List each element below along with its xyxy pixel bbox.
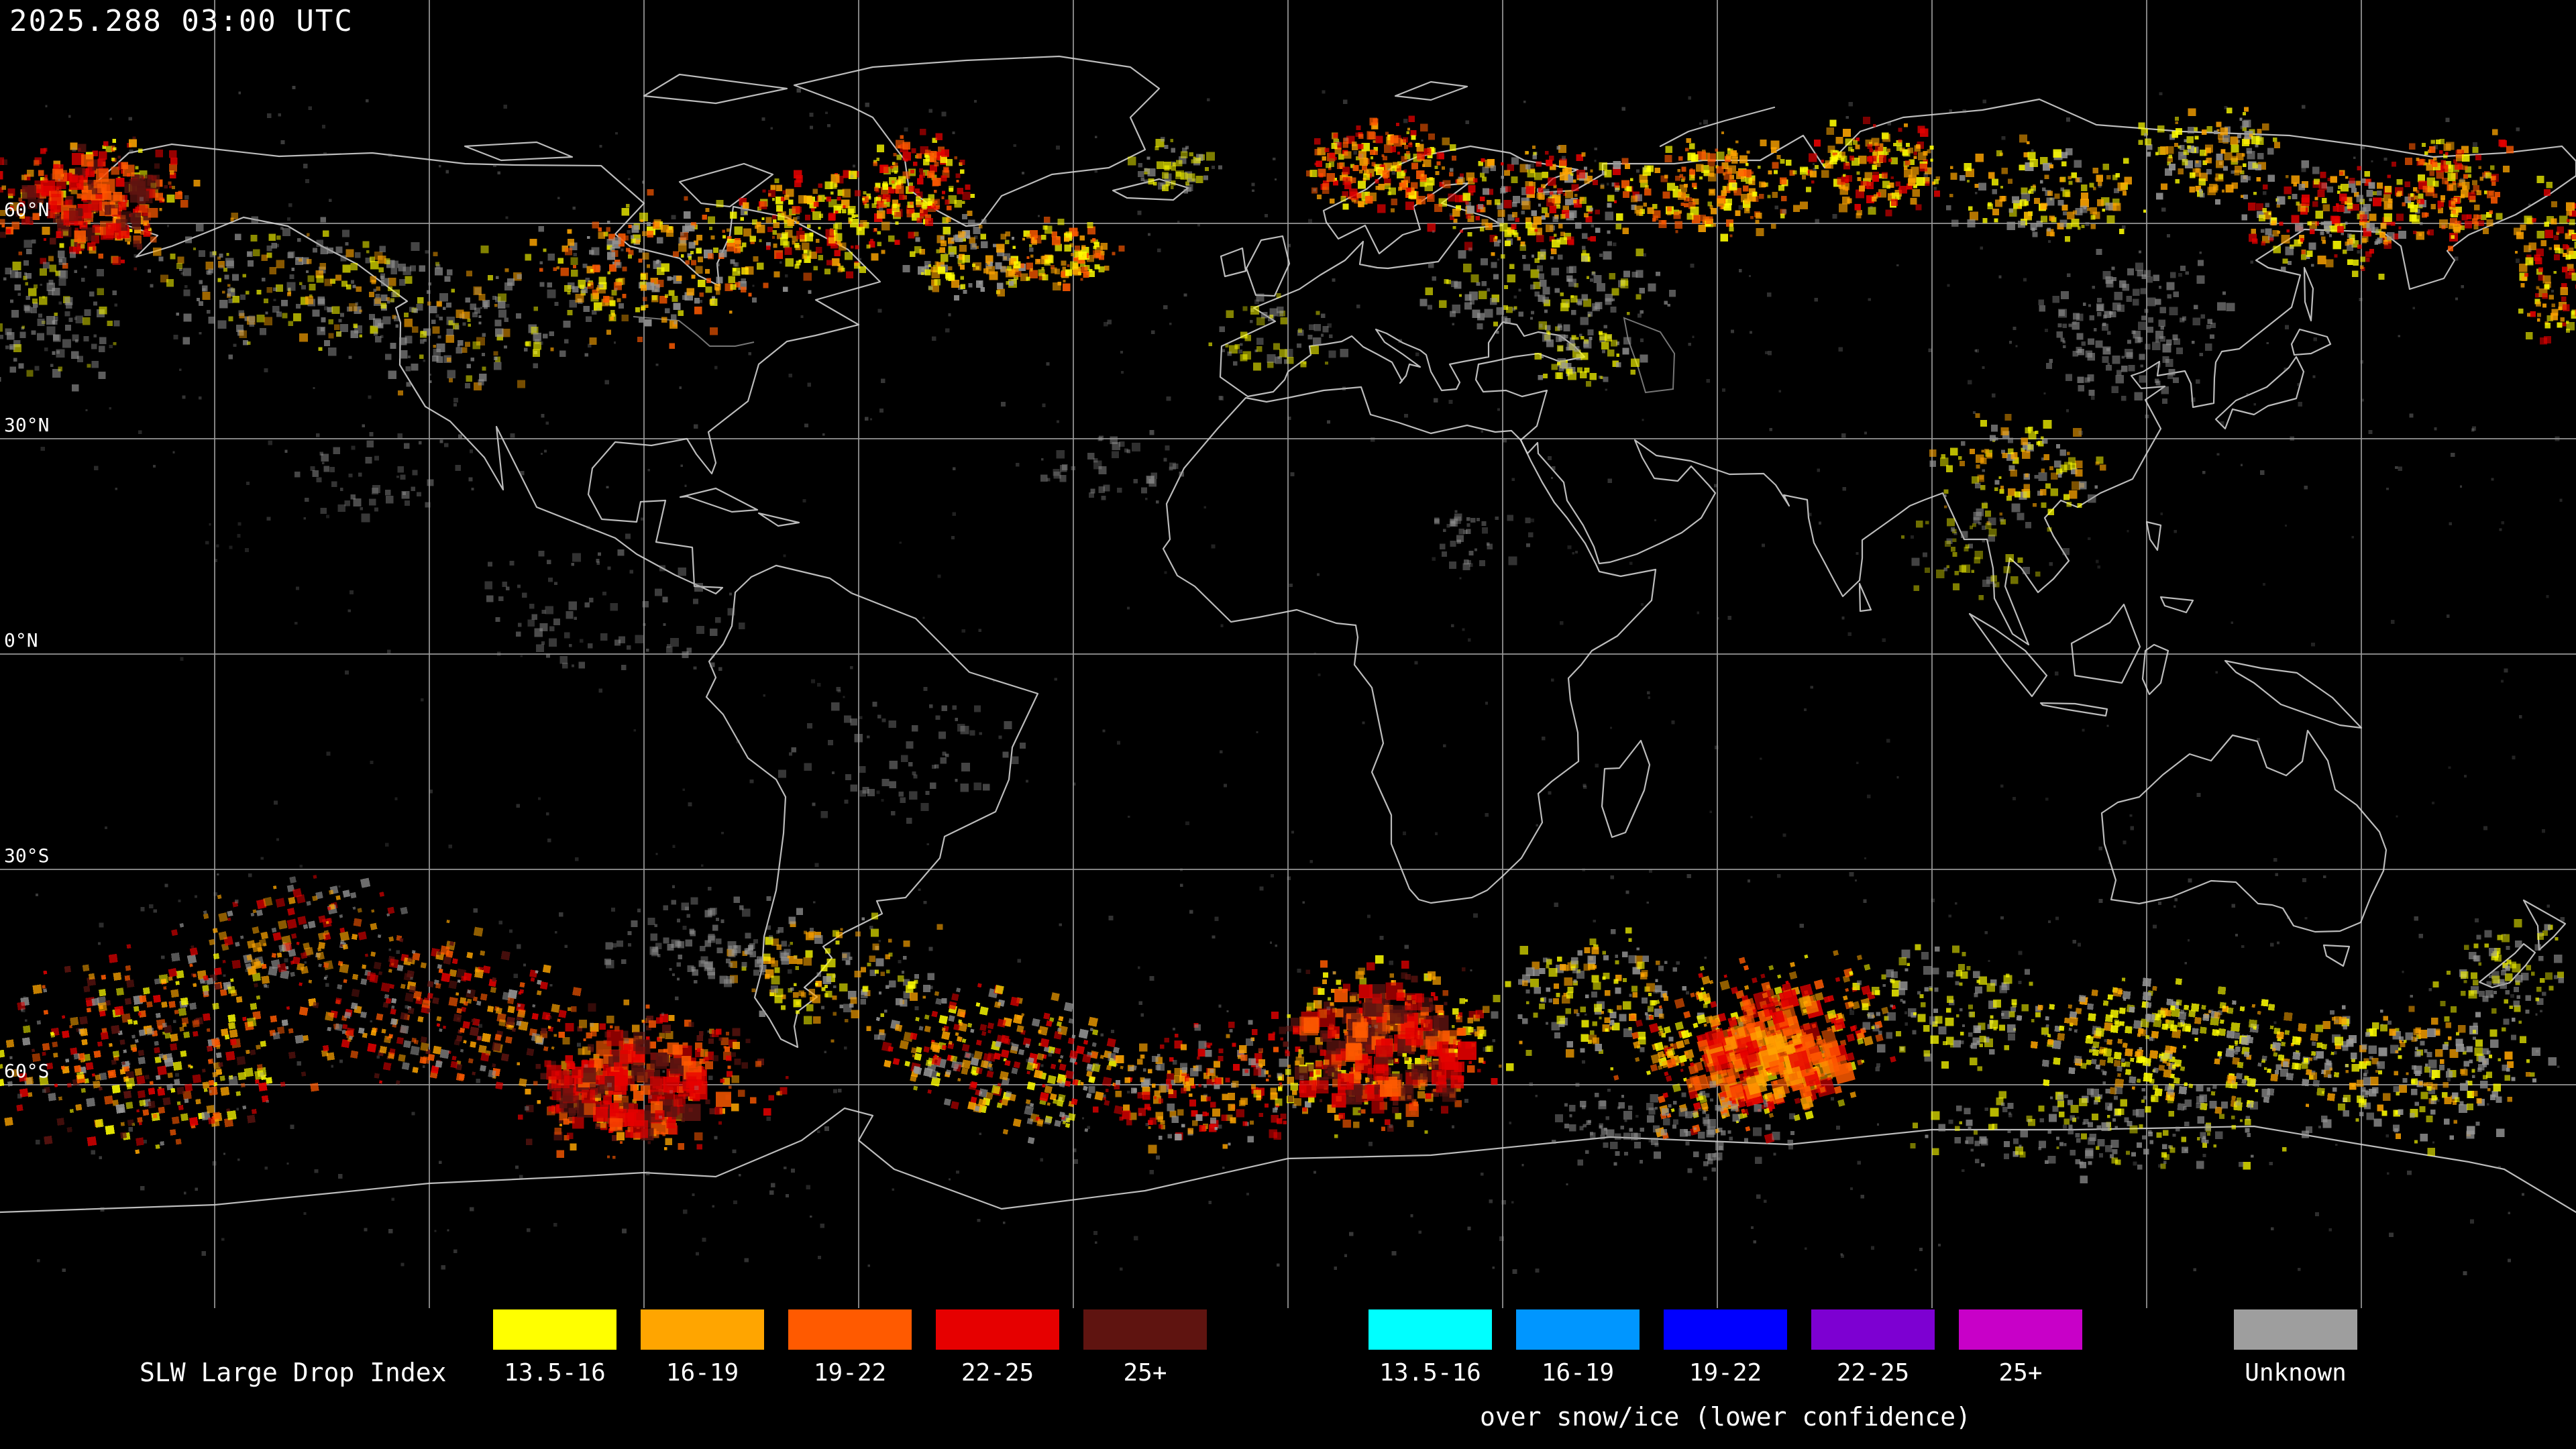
legend-snowice-item-1-swatch [1516, 1309, 1640, 1350]
coastline-antarctica [0, 1107, 2576, 1214]
coastline-madagascar [1601, 739, 1651, 839]
legend-unknown-item: Unknown [2234, 1309, 2357, 1387]
legend-standard-item-2: 19-22 [788, 1309, 912, 1387]
legend-standard-item-1: 16-19 [641, 1309, 764, 1387]
coastline-africa [1162, 386, 1657, 904]
lat-label-60n: 60°N [4, 199, 49, 221]
legend-unknown-item-swatch [2234, 1309, 2357, 1350]
coastline-cuba [679, 487, 759, 513]
coastline-borneo [2070, 603, 2141, 684]
legend-standard-item-2-swatch [788, 1309, 912, 1350]
legend-snowice-item-3: 22-25 [1811, 1309, 1935, 1387]
legend-snowice-item-3-label: 22-25 [1836, 1359, 1910, 1387]
coastline-luzon [2145, 521, 2162, 551]
coastline-new-zealand-north [2522, 899, 2567, 951]
legend-group-unknown: Unknown [2234, 1309, 2357, 1387]
legend-snowice-item-2-label: 19-22 [1688, 1359, 1762, 1387]
legend-standard-item-4-swatch [1083, 1309, 1207, 1350]
legend-snowice-item-3-swatch [1811, 1309, 1935, 1350]
legend-standard-item-4-label: 25+ [1123, 1359, 1167, 1387]
legend-snowice-item-4: 25+ [1959, 1309, 2082, 1387]
coastlines [0, 55, 2576, 1214]
legend-standard-item-0-swatch [493, 1309, 616, 1350]
coastline-great-lakes [633, 316, 755, 347]
coastline-sakhalin [2303, 266, 2314, 322]
legend-standard-item-1-swatch [641, 1309, 764, 1350]
legend-standard-item-3-swatch [936, 1309, 1059, 1350]
coastline-mindanao [2159, 596, 2194, 614]
coastline-japan-honshu [2214, 356, 2305, 430]
legend-standard-item-3: 22-25 [936, 1309, 1059, 1387]
coastline-new-guinea [2224, 659, 2363, 729]
legend-snowice-item-0: 13.5-16 [1368, 1309, 1492, 1387]
timestamp-label: 2025.288 03:00 UTC [9, 4, 354, 38]
slw-data-overlay [0, 86, 2576, 1275]
legend-snowice-item-2-swatch [1664, 1309, 1787, 1350]
legend-standard-item-1-label: 16-19 [665, 1359, 739, 1387]
lat-label-0n: 0°N [4, 629, 38, 651]
latitude-labels: 60°N 30°N 0°N 30°S 60°S [4, 199, 49, 1082]
coastline-great-britain [1245, 235, 1291, 297]
coastline-caspian-sea [1623, 317, 1676, 394]
coastline-ireland [1220, 247, 1247, 278]
coastline-ellesmere-island [643, 73, 788, 105]
coastline-novaya-zemlya [1659, 106, 1776, 148]
coastline-hispaniola [757, 512, 800, 527]
coastline-tasmania [2322, 944, 2351, 967]
legend-group-snow-ice: 13.5-16 16-19 19-22 22-25 25+ [1368, 1309, 2082, 1387]
coastline-sumatra [1968, 612, 2048, 698]
legend-unknown-item-label: Unknown [2245, 1359, 2347, 1387]
legend-standard-item-3-label: 22-25 [961, 1359, 1034, 1387]
coastline-sri-lanka [1858, 582, 1872, 612]
coastline-sulawesi [2141, 643, 2169, 696]
legend-standard-item-0-label: 13.5-16 [504, 1359, 606, 1387]
lat-label-30n: 30°N [4, 414, 49, 436]
coastline-svalbard [1394, 80, 1468, 101]
legend-snowice-item-0-swatch [1368, 1309, 1492, 1350]
world-map: 60°N 30°N 0°N 30°S 60°S [0, 0, 2576, 1308]
lat-label-30s: 30°S [4, 845, 49, 867]
legend-snowice-item-4-swatch [1959, 1309, 2082, 1350]
legend-standard-item-4: 25+ [1083, 1309, 1207, 1387]
legend-snowice-item-2: 19-22 [1664, 1309, 1787, 1387]
coastline-victoria-island [464, 141, 574, 162]
coastline-japan-hokkaido [2290, 328, 2332, 356]
coastline-north-america [92, 143, 881, 595]
legend [0, 1308, 2576, 1449]
legend-title: SLW Large Drop Index [140, 1358, 447, 1387]
coastline-australia [2100, 729, 2387, 933]
legend-standard-item-0: 13.5-16 [493, 1309, 616, 1387]
legend-snowice-item-4-label: 25+ [1998, 1359, 2043, 1387]
legend-snowice-item-1-label: 16-19 [1541, 1359, 1615, 1387]
latitude-gridlines [0, 223, 2576, 1085]
coastline-baffin-island [678, 162, 774, 208]
coastline-java [2039, 702, 2108, 717]
legend-group-standard: 13.5-16 16-19 19-22 22-25 25+ [493, 1309, 1207, 1387]
legend-snowice-item-0-label: 13.5-16 [1379, 1359, 1481, 1387]
legend-snow-ice-caption: over snow/ice (lower confidence) [1479, 1402, 1972, 1432]
legend-snowice-item-1: 16-19 [1516, 1309, 1640, 1387]
lat-label-60s: 60°S [4, 1060, 49, 1082]
legend-standard-item-2-label: 19-22 [813, 1359, 887, 1387]
